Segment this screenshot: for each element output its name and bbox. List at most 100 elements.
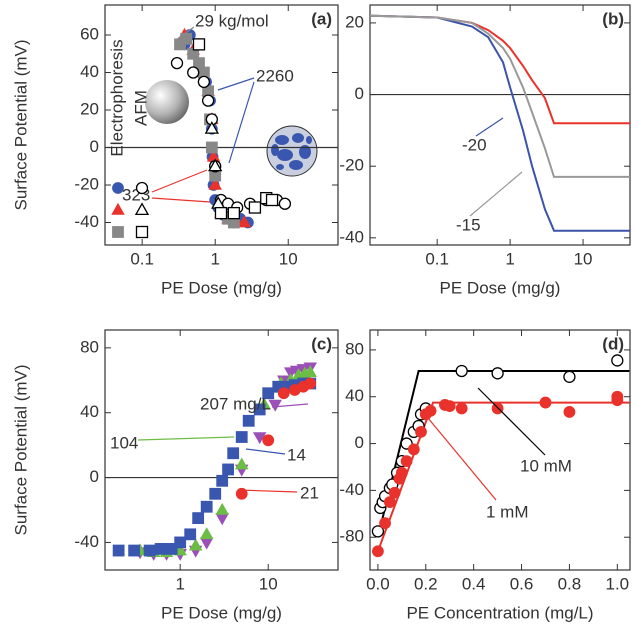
plot-frame xyxy=(104,329,339,571)
marker-square xyxy=(265,193,279,207)
panel: -40 -20 0 20 40 60 0.1 1 10 PE Dose (mg/g) Surface… xyxy=(11,4,339,297)
series-label: 14 xyxy=(287,445,306,464)
y-tick-label: -80 xyxy=(339,527,364,546)
marker-circle xyxy=(262,434,275,447)
plot-frame xyxy=(369,329,631,571)
y-tick-label: 0 xyxy=(355,84,364,103)
marker-circle xyxy=(424,404,437,417)
y-tick-label: 0 xyxy=(355,433,364,452)
coated-particle-icon xyxy=(266,125,318,177)
leader-line xyxy=(175,26,195,41)
panel-label: (d) xyxy=(602,334,624,353)
marker-square xyxy=(248,201,262,214)
marker-circle xyxy=(563,406,576,418)
marker-square xyxy=(192,38,206,51)
marker-circle xyxy=(135,181,149,195)
marker-triangle xyxy=(234,457,249,470)
x-axis-label: PE Dose (mg/g) xyxy=(161,603,282,622)
marker-square xyxy=(227,206,240,220)
leader-line xyxy=(245,448,286,455)
plot-area xyxy=(371,354,630,558)
marker-circle xyxy=(371,525,385,538)
x-tick-label: 1.0 xyxy=(605,574,629,593)
plot-frame xyxy=(369,4,631,246)
marker-square xyxy=(214,206,228,220)
panel: -40 -20 0 20 0.1 1 10 PE Dose (mg/g) (b) -20 -15 xyxy=(339,4,631,297)
series-label: 104 xyxy=(110,433,138,452)
plot-area xyxy=(370,14,630,232)
y-tick-label: -40 xyxy=(74,532,99,551)
marker-circle xyxy=(383,496,396,508)
y-tick-label: -40 xyxy=(339,480,364,499)
marker-circle xyxy=(197,75,211,89)
marker-circle xyxy=(455,402,468,415)
leader-line xyxy=(469,171,523,217)
y-tick-label: 40 xyxy=(80,62,99,81)
panel-label: (a) xyxy=(311,9,332,28)
marker-square xyxy=(154,543,167,555)
x-tick-label: 1 xyxy=(505,249,514,268)
marker-triangle-down xyxy=(268,399,282,412)
marker-circle xyxy=(201,94,215,107)
marker-circle xyxy=(407,443,420,456)
y-tick-label: -20 xyxy=(74,174,99,193)
x-tick-label: 0.4 xyxy=(462,574,486,593)
marker-triangle xyxy=(303,365,317,377)
series-label: 10 mM xyxy=(520,456,572,475)
plot-area xyxy=(170,27,292,229)
x-tick-label: 0.0 xyxy=(366,574,390,593)
marker-circle xyxy=(372,545,384,558)
series-label: 1 mM xyxy=(486,502,529,521)
marker-square xyxy=(165,543,178,555)
marker-square xyxy=(143,544,156,557)
y-tick-label: -40 xyxy=(74,212,99,231)
marker-triangle xyxy=(215,502,229,515)
marker-square xyxy=(205,141,218,154)
marker-circle xyxy=(491,367,504,380)
x-tick-label: 0.1 xyxy=(130,249,154,268)
x-tick-label: 0.2 xyxy=(414,574,438,593)
y-axis-label: Surface Potential (mV) xyxy=(11,364,30,535)
leader-line xyxy=(477,387,546,456)
y-tick-label: 0 xyxy=(90,467,99,486)
panel: -80 -40 0 40 80 0.0 0.2 0.4 0.6 0.8 1.0 PE Concentr… xyxy=(339,329,631,622)
y-tick-label: -20 xyxy=(339,156,364,175)
series-label: 29 kg/mol xyxy=(195,11,269,30)
series-label: -20 xyxy=(462,135,487,154)
marker-circle xyxy=(388,486,401,499)
marker-square xyxy=(227,447,240,460)
marker-square xyxy=(253,403,266,416)
marker-circle xyxy=(277,387,290,400)
marker-circle xyxy=(170,56,184,70)
y-tick-label: 80 xyxy=(345,339,364,358)
x-axis-label: PE Concentration (mg/L) xyxy=(406,603,593,622)
marker-triangle xyxy=(111,202,125,215)
marker-circle xyxy=(400,455,413,468)
y-tick-label: 60 xyxy=(80,24,99,43)
marker-circle xyxy=(611,354,624,367)
y-tick-label: 40 xyxy=(80,402,99,421)
series-label: -15 xyxy=(456,215,481,234)
plot-area xyxy=(112,362,317,561)
panel: -40 0 40 80 1 10 PE Dose (mg/g) Surface Potenti… xyxy=(11,329,339,622)
marker-circle xyxy=(443,400,456,412)
leader-line xyxy=(137,436,235,441)
marker-triangle xyxy=(208,158,223,172)
series-label: 2260 xyxy=(256,66,294,85)
marker-triangle xyxy=(134,202,150,216)
marker-circle xyxy=(611,390,624,403)
y-axis-label: Surface Potential (mV) xyxy=(11,39,30,210)
marker-circle xyxy=(235,487,248,500)
y-tick-label: 40 xyxy=(345,386,364,405)
marker-square xyxy=(174,536,187,549)
x-axis-label: PE Dose (mg/g) xyxy=(161,278,282,297)
marker-circle xyxy=(415,425,427,438)
marker-square xyxy=(216,474,229,487)
legend-column-header: Electrophoresis xyxy=(107,39,126,156)
marker-square xyxy=(209,487,222,500)
leader-line xyxy=(151,197,211,203)
marker-circle xyxy=(455,364,468,378)
x-tick-label: 1 xyxy=(210,249,219,268)
legend-column-header: AFM xyxy=(131,90,150,126)
